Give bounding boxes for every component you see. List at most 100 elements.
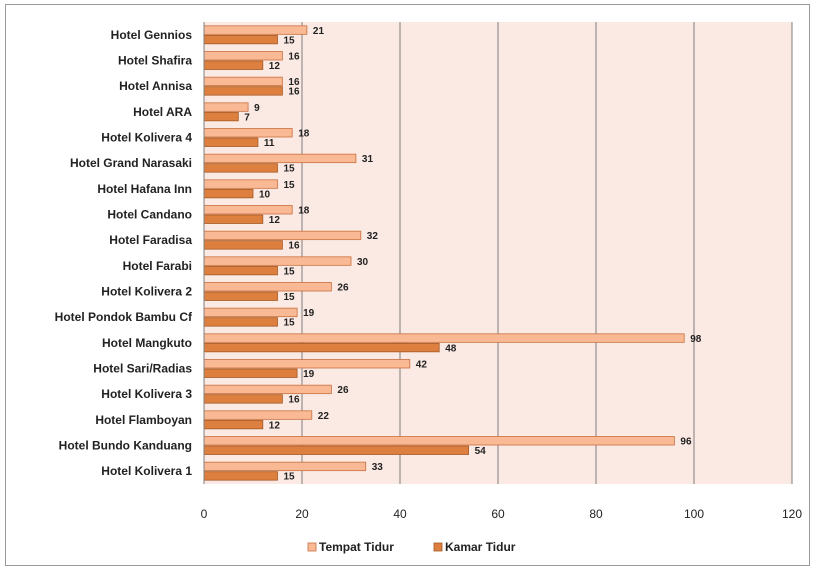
x-tick-label: 60 (491, 507, 505, 521)
category-label: Hotel Bundo Kanduang (59, 439, 192, 453)
kamar-tidur-value: 19 (303, 369, 315, 380)
tempat-tidur-bar (203, 102, 249, 112)
kamar-tidur-bar (203, 214, 264, 224)
category-label: Hotel Annisa (119, 79, 192, 93)
tempat-tidur-value: 21 (313, 26, 325, 37)
category-label: Hotel Gennios (111, 28, 193, 42)
x-tick-label: 20 (295, 507, 309, 521)
tempat-tidur-value: 26 (337, 283, 349, 294)
category-label: Hotel Mangkuto (102, 336, 192, 350)
kamar-tidur-value: 16 (288, 87, 300, 98)
tempat-tidur-value: 16 (288, 77, 300, 88)
tempat-tidur-value: 18 (298, 129, 310, 140)
kamar-tidur-bar (203, 137, 259, 147)
kamar-tidur-value: 16 (288, 241, 300, 252)
tempat-tidur-value: 18 (298, 206, 310, 217)
kamar-tidur-value: 15 (284, 318, 296, 329)
tempat-tidur-bar (203, 25, 308, 35)
legend-swatch-tempat-tidur (307, 542, 317, 552)
category-label: Hotel Kolivera 3 (101, 387, 192, 401)
tempat-tidur-value: 15 (284, 180, 296, 191)
category-label: Hotel Kolivera 4 (101, 131, 192, 145)
x-tick-label: 100 (684, 507, 704, 521)
tempat-tidur-value: 19 (303, 308, 315, 319)
kamar-tidur-bar (203, 265, 278, 276)
tempat-tidur-bar (203, 76, 283, 87)
kamar-tidur-bar (203, 471, 278, 481)
kamar-tidur-bar (203, 368, 298, 378)
kamar-tidur-value: 15 (284, 472, 296, 483)
kamar-tidur-value: 15 (284, 266, 296, 277)
category-label: Hotel Kolivera 2 (101, 285, 192, 299)
category-label: Hotel Candano (107, 208, 192, 222)
kamar-tidur-value: 12 (269, 215, 281, 226)
tempat-tidur-bar (203, 461, 367, 472)
tempat-tidur-bar (203, 333, 685, 343)
kamar-tidur-value: 15 (284, 35, 296, 46)
tempat-tidur-bar (203, 436, 675, 446)
kamar-tidur-value: 12 (269, 420, 281, 431)
kamar-tidur-bar (203, 394, 283, 404)
tempat-tidur-value: 32 (367, 231, 379, 242)
tempat-tidur-bar (203, 230, 362, 241)
tempat-tidur-value: 31 (362, 154, 374, 165)
kamar-tidur-bar (203, 419, 264, 430)
category-label: Hotel Faradisa (109, 233, 192, 247)
tempat-tidur-bar (203, 307, 298, 318)
kamar-tidur-bar (203, 342, 440, 353)
kamar-tidur-bar (203, 111, 239, 122)
category-label: Hotel Kolivera 1 (101, 464, 192, 478)
legend-label-kamar-tidur: Kamar Tidur (445, 540, 516, 554)
tempat-tidur-value: 98 (690, 334, 702, 345)
tempat-tidur-bar (203, 128, 293, 138)
tempat-tidur-value: 33 (372, 462, 384, 473)
tempat-tidur-bar (203, 256, 352, 266)
kamar-tidur-value: 11 (264, 138, 275, 149)
category-label: Hotel Grand Narasaki (70, 156, 192, 170)
tempat-tidur-value: 42 (416, 360, 428, 371)
kamar-tidur-bar (203, 445, 470, 455)
tempat-tidur-value: 96 (680, 437, 692, 448)
kamar-tidur-value: 16 (288, 395, 300, 406)
kamar-tidur-value: 15 (284, 292, 296, 303)
kamar-tidur-value: 12 (269, 61, 281, 72)
tempat-tidur-value: 16 (288, 52, 300, 63)
kamar-tidur-bar (203, 240, 283, 250)
legend-label-tempat-tidur: Tempat Tidur (319, 540, 394, 554)
tempat-tidur-bar (203, 179, 278, 189)
tempat-tidur-value: 9 (254, 103, 260, 114)
kamar-tidur-bar (203, 34, 278, 45)
x-tick-label: 80 (589, 507, 603, 521)
tempat-tidur-bar (203, 384, 332, 395)
legend-swatch-kamar-tidur (433, 542, 443, 552)
category-label: Hotel Farabi (123, 259, 192, 273)
tempat-tidur-bar (203, 51, 283, 61)
category-label: Hotel Pondok Bambu Cf (55, 310, 193, 324)
x-tick-label: 0 (201, 507, 208, 521)
x-tick-label: 120 (782, 507, 802, 521)
kamar-tidur-bar (203, 60, 264, 70)
category-label: Hotel Hafana Inn (97, 182, 192, 196)
kamar-tidur-bar (203, 291, 278, 301)
kamar-tidur-bar (203, 317, 278, 327)
category-label: Hotel ARA (133, 105, 192, 119)
tempat-tidur-value: 26 (337, 385, 349, 396)
category-label: Hotel Flamboyan (95, 413, 192, 427)
tempat-tidur-bar (203, 282, 332, 292)
category-label: Hotel Shafira (118, 54, 192, 68)
tempat-tidur-bar (203, 205, 293, 215)
kamar-tidur-value: 10 (259, 189, 271, 200)
tempat-tidur-value: 30 (357, 257, 369, 268)
kamar-tidur-bar (203, 86, 283, 96)
tempat-tidur-bar (203, 153, 357, 164)
tempat-tidur-bar (203, 359, 411, 369)
kamar-tidur-value: 7 (244, 112, 250, 123)
x-tick-label: 40 (393, 507, 407, 521)
tempat-tidur-bar (203, 410, 313, 420)
category-label: Hotel Sari/Radias (93, 362, 192, 376)
kamar-tidur-value: 48 (445, 343, 457, 354)
tempat-tidur-value: 22 (318, 411, 330, 422)
kamar-tidur-value: 54 (475, 446, 487, 457)
kamar-tidur-bar (203, 188, 254, 199)
